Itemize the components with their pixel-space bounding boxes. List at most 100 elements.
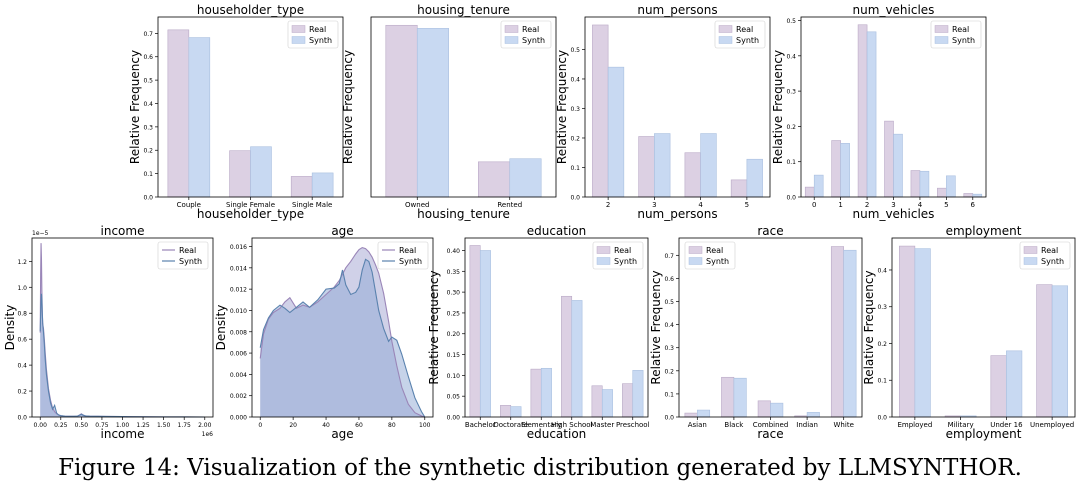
y-tick-label: 0.012 bbox=[230, 287, 247, 294]
caption-suffix: . bbox=[1014, 455, 1022, 481]
y-tick-label: 0.20 bbox=[447, 331, 461, 338]
y-tick-label: 0.7 bbox=[664, 253, 674, 260]
bar-synth-0 bbox=[914, 248, 931, 418]
line-synth bbox=[259, 258, 426, 418]
bar-real-4 bbox=[591, 385, 603, 418]
legend-swatch-synth bbox=[688, 257, 703, 265]
x-tick-label: 2 bbox=[865, 201, 869, 209]
bar-real-1 bbox=[638, 136, 655, 198]
legend-swatch-synth bbox=[934, 36, 949, 44]
y-tick-label: 0.0 bbox=[143, 195, 153, 202]
bar-real-1 bbox=[500, 405, 512, 418]
caption-name-l: L bbox=[837, 455, 854, 481]
x-tick-label: 100 bbox=[419, 422, 431, 429]
chart-title: housing_tenure bbox=[417, 3, 510, 17]
bar-synth-1 bbox=[840, 143, 850, 198]
legend-box bbox=[377, 241, 429, 270]
bar-real-1 bbox=[477, 161, 511, 198]
x-axis-label: education bbox=[527, 427, 587, 441]
y-tick-label: 0.15 bbox=[447, 352, 461, 359]
legend-swatch-real bbox=[934, 25, 949, 33]
legend: Real Synth bbox=[684, 241, 736, 270]
x-tick-label: 6 bbox=[971, 201, 976, 209]
x-tick-label: 1.00 bbox=[116, 422, 130, 429]
y-tick-label: 0.008 bbox=[230, 329, 247, 336]
x-axis-label: income bbox=[101, 427, 145, 441]
caption-prefix: Figure 14: Visualization of the syntheti… bbox=[58, 455, 838, 481]
panel-income: 0.0 0.2 0.4 0.6 0.8 1.0 1.2 0.00 0.25 0.50 0.75 1.0… bbox=[3, 224, 214, 441]
y-tick-label: 0.004 bbox=[230, 372, 247, 379]
area-synth bbox=[260, 259, 425, 417]
bar-real-3 bbox=[561, 295, 573, 418]
bar-synth-0 bbox=[696, 409, 711, 418]
y-tick-label: 0.0 bbox=[877, 415, 887, 422]
panel-num_persons: 0.0 0.1 0.2 0.3 0.4 0.5 2 3 4 5 num_persons num_per… bbox=[555, 3, 771, 221]
legend: Real Synth bbox=[1019, 241, 1071, 270]
x-offset-label: 1e6 bbox=[202, 431, 214, 438]
x-axis-label: householder_type bbox=[197, 207, 304, 221]
panel-employment: 0.0 0.1 0.2 0.3 0.4 Employed Military Under 16 U… bbox=[862, 224, 1076, 441]
x-tick-label: 80 bbox=[388, 422, 396, 429]
area-synth bbox=[40, 293, 205, 417]
y-tick-label: 0.4 bbox=[877, 267, 887, 274]
bar-real-3 bbox=[884, 120, 894, 198]
y-tick-label: 0.3 bbox=[143, 124, 153, 131]
legend-label-real: Real bbox=[399, 246, 416, 255]
x-tick-label: Preschool bbox=[616, 421, 650, 429]
bar-real-2 bbox=[290, 176, 313, 198]
bar-real-4 bbox=[910, 170, 921, 198]
y-tick-label: 0.4 bbox=[570, 76, 580, 83]
bar-synth-3 bbox=[893, 133, 903, 198]
y-tick-label: 0.1 bbox=[786, 159, 796, 166]
x-tick-label: Military bbox=[948, 421, 974, 429]
chart-title: age bbox=[331, 224, 353, 238]
y-tick-label: 0.2 bbox=[570, 135, 580, 142]
axes-frame bbox=[678, 237, 863, 418]
x-axis-label: employment bbox=[946, 427, 1022, 441]
y-tick-label: 0.5 bbox=[786, 18, 796, 25]
bar-synth-4 bbox=[601, 389, 613, 418]
legend-label-real: Real bbox=[1041, 246, 1058, 255]
y-axis-label: Density bbox=[214, 305, 228, 351]
bar-real-1 bbox=[831, 140, 841, 198]
x-tick-label: 5 bbox=[944, 201, 948, 209]
y-axis-label: Relative Frequency bbox=[427, 270, 441, 384]
y-tick-label: 1.0 bbox=[17, 285, 27, 292]
y-tick-label: 0.0 bbox=[664, 415, 674, 422]
bar-synth-0 bbox=[416, 28, 450, 198]
bar-synth-1 bbox=[509, 158, 542, 198]
panel-housing_tenure: Owned Rentedhousing_tenurehousing_tenureR… bbox=[341, 3, 557, 221]
y-tick-label: 0.4 bbox=[17, 363, 27, 370]
x-tick-label: Combined bbox=[753, 421, 789, 429]
legend-label-real: Real bbox=[179, 246, 196, 255]
bar-real-4 bbox=[830, 246, 844, 418]
bar-real-0 bbox=[684, 412, 698, 418]
x-tick-label: Elementary bbox=[521, 421, 561, 429]
bar-real-0 bbox=[899, 245, 916, 418]
y-tick-label: 0.5 bbox=[664, 299, 674, 306]
bar-real-0 bbox=[385, 24, 418, 198]
legend-label-synth: Synth bbox=[952, 36, 975, 45]
y-tick-label: 0.30 bbox=[447, 290, 461, 297]
legend-swatch-real bbox=[504, 25, 519, 33]
y-tick-label: 0.4 bbox=[664, 322, 674, 329]
y-tick-label: 0.40 bbox=[447, 248, 461, 255]
y-tick-label: 0.0 bbox=[17, 415, 27, 422]
legend-label-real: Real bbox=[522, 25, 539, 34]
bar-real-2 bbox=[990, 355, 1007, 418]
legend-label-synth: Synth bbox=[1041, 257, 1064, 266]
y-axis-label: Relative Frequency bbox=[128, 50, 142, 164]
legend-label-synth: Synth bbox=[706, 257, 729, 266]
legend: Real Synth bbox=[500, 20, 552, 49]
x-tick-label: Asian bbox=[688, 421, 707, 429]
x-tick-label: 5 bbox=[745, 201, 749, 209]
y-tick-label: 0.6 bbox=[664, 276, 674, 283]
panel-num_vehicles: 0.00.10.20.30.40.50 1 2 3 4 5 6num_vehiclesnum… bbox=[771, 3, 987, 221]
chart-title: education bbox=[527, 224, 587, 238]
legend: Real Synth bbox=[714, 20, 766, 49]
chart-title: income bbox=[101, 224, 145, 238]
legend-swatch-real bbox=[596, 246, 611, 254]
x-axis-label: housing_tenure bbox=[417, 207, 510, 221]
bar-real-3 bbox=[1036, 284, 1053, 418]
